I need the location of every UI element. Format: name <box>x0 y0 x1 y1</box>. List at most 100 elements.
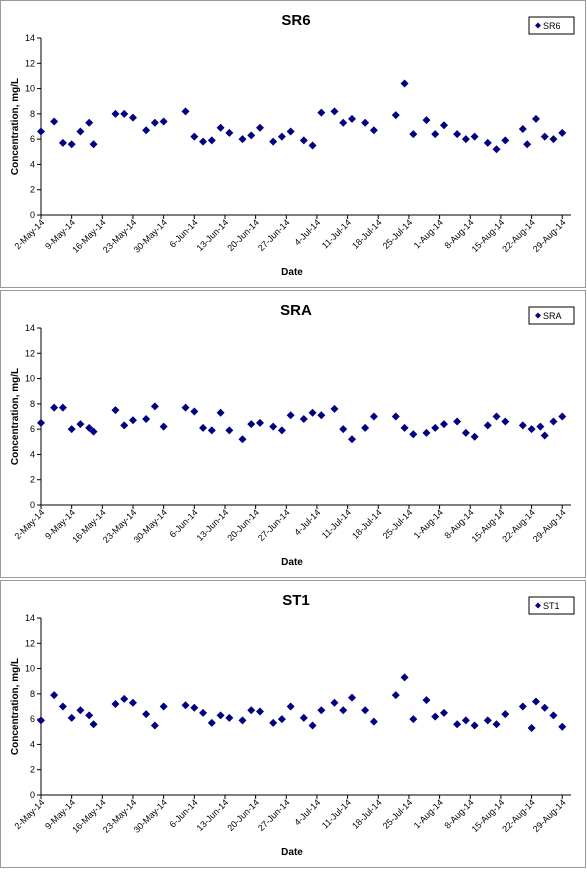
chart-title: ST1 <box>282 592 310 609</box>
data-point <box>225 713 234 722</box>
data-point <box>37 127 45 136</box>
x-tick-label: 13-Jun-14 <box>195 797 231 833</box>
x-tick-label: 25-Jul-14 <box>381 217 415 251</box>
x-tick-label: 30-May-14 <box>132 507 169 544</box>
data-point <box>470 132 479 141</box>
x-tick-label: 1-Aug-14 <box>412 507 445 540</box>
data-point <box>527 723 536 732</box>
data-point <box>453 720 462 729</box>
data-point <box>369 412 378 421</box>
data-point <box>308 408 317 417</box>
y-tick-label: 12 <box>25 58 35 68</box>
x-tick-label: 20-Jun-14 <box>225 217 261 253</box>
data-point <box>85 423 94 432</box>
y-tick-label: 2 <box>30 185 35 195</box>
data-point <box>391 111 400 120</box>
y-axis-label: Concentration, mg/L <box>10 658 21 755</box>
data-point <box>339 706 348 715</box>
data-point <box>111 406 120 415</box>
y-tick-label: 4 <box>30 159 35 169</box>
x-tick-label: 11-Jul-14 <box>320 797 353 830</box>
data-point <box>470 721 479 730</box>
data-point <box>347 114 356 123</box>
data-point <box>330 107 339 116</box>
x-tick-label: 2-May-14 <box>12 797 46 831</box>
data-point <box>409 430 418 439</box>
data-point <box>483 421 492 430</box>
data-point <box>308 721 317 730</box>
data-point <box>76 706 85 715</box>
data-point <box>501 710 510 719</box>
data-point <box>216 408 225 417</box>
y-tick-label: 2 <box>30 765 35 775</box>
data-point <box>142 415 151 424</box>
x-tick-label: 20-Jun-14 <box>225 507 261 543</box>
data-point <box>58 403 67 412</box>
chart-panel: SRA 0 2 4 6 8 10 12 14 2-May-14 9-May-14 16-May-14 2… <box>0 290 586 578</box>
data-point <box>286 411 295 420</box>
data-point <box>190 703 199 712</box>
x-tick-label: 2-May-14 <box>12 217 46 251</box>
chart-title: SR6 <box>281 12 310 29</box>
data-point <box>492 720 501 729</box>
x-tick-label: 30-May-14 <box>132 217 169 254</box>
data-point <box>120 694 129 703</box>
data-point <box>483 138 492 147</box>
data-point <box>199 708 208 717</box>
legend-marker-icon <box>535 22 541 29</box>
data-point <box>330 404 339 413</box>
data-point <box>540 431 549 440</box>
legend-label: ST1 <box>543 601 560 611</box>
data-point <box>523 140 532 149</box>
y-tick-label: 8 <box>30 689 35 699</box>
legend-box <box>528 306 575 325</box>
data-point <box>461 716 470 725</box>
data-point <box>339 425 348 434</box>
data-point <box>128 416 137 425</box>
y-tick-label: 8 <box>30 399 35 409</box>
data-point <box>439 420 448 429</box>
data-point <box>470 432 479 441</box>
data-point <box>247 420 256 429</box>
data-point <box>150 721 159 730</box>
data-point <box>361 423 370 432</box>
data-point <box>199 137 208 146</box>
data-point <box>50 403 59 412</box>
data-point <box>531 114 540 123</box>
y-tick-label: 10 <box>25 664 35 674</box>
data-point <box>453 417 462 426</box>
y-tick-label: 14 <box>25 323 35 333</box>
x-tick-label: 13-Jun-14 <box>195 507 231 543</box>
x-tick-label: 1-Aug-14 <box>412 797 445 830</box>
x-tick-label: 18-Jul-14 <box>350 797 384 831</box>
data-point <box>286 702 295 711</box>
y-axis-label: Concentration, mg/L <box>10 78 21 175</box>
data-point <box>247 131 256 140</box>
data-point <box>225 426 234 435</box>
data-point <box>190 407 199 416</box>
data-point <box>361 706 370 715</box>
data-point <box>150 402 159 411</box>
x-tick-label: 11-Jul-14 <box>320 217 353 250</box>
data-point <box>518 421 527 430</box>
data-point <box>89 140 98 149</box>
data-point <box>558 412 567 421</box>
x-tick-label: 27-Jun-14 <box>256 507 292 543</box>
data-point <box>142 710 151 719</box>
data-point <box>549 417 558 426</box>
data-point <box>120 421 129 430</box>
data-point <box>120 109 129 118</box>
x-tick-label: 1-Aug-14 <box>412 217 445 250</box>
data-point <box>347 693 356 702</box>
y-tick-label: 10 <box>25 374 35 384</box>
x-tick-label: 29-Aug-14 <box>531 797 568 834</box>
data-point <box>50 117 59 126</box>
x-tick-label: 11-Jul-14 <box>320 507 353 540</box>
data-point <box>422 428 431 437</box>
data-point <box>431 712 440 721</box>
data-point <box>299 713 308 722</box>
data-point <box>67 425 76 434</box>
y-tick-label: 0 <box>30 210 35 220</box>
data-point <box>207 136 216 145</box>
x-tick-label: 27-Jun-14 <box>256 797 292 833</box>
